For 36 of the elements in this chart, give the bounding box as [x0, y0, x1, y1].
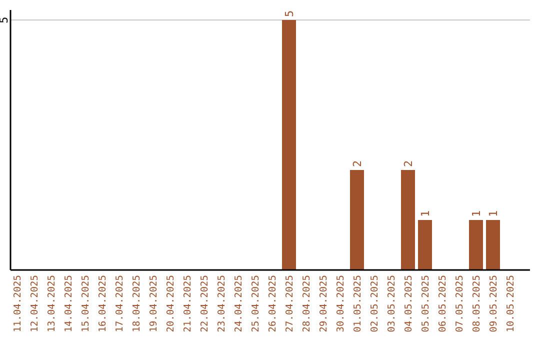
x-tick-label: 19.04.2025 — [148, 275, 160, 332]
x-tick-label: 12.04.2025 — [30, 275, 40, 332]
x-tick-label: 05.05.2025 — [420, 275, 432, 332]
data-label: 1 — [470, 210, 483, 217]
x-tick-label: 20.04.2025 — [166, 275, 176, 332]
data-label: 1 — [487, 210, 500, 217]
x-tick-label: 30.04.2025 — [336, 275, 346, 332]
x-tick-label: 02.05.2025 — [370, 275, 380, 332]
x-tick-label: 17.04.2025 — [114, 275, 126, 332]
x-tick-label: 28.04.2025 — [302, 275, 312, 332]
x-tick-label: 15.04.2025 — [80, 275, 92, 332]
x-tick-label: 22.04.2025 — [200, 275, 210, 332]
data-label: 1 — [419, 210, 432, 217]
x-tick-label: 01.05.2025 — [352, 275, 364, 332]
x-tick-label: 29.04.2025 — [318, 275, 330, 332]
x-tick-label: 25.04.2025 — [250, 275, 262, 332]
x-tick-label: 03.05.2025 — [386, 275, 398, 332]
x-tick-label: 10.05.2025 — [506, 275, 516, 332]
x-tick-label: 23.04.2025 — [216, 275, 228, 332]
x-tick-label: 16.04.2025 — [98, 275, 108, 332]
x-tick-label: 08.05.2025 — [472, 275, 482, 332]
x-tick-label: 04.05.2025 — [404, 275, 414, 332]
x-tick-label: 18.04.2025 — [132, 275, 142, 332]
data-label: 2 — [351, 160, 364, 167]
x-tick-label: 13.04.2025 — [46, 275, 58, 332]
x-tick-label: 24.04.2025 — [234, 275, 244, 332]
x-tick-label: 27.04.2025 — [284, 275, 296, 332]
x-tick-label: 09.05.2025 — [488, 275, 500, 332]
x-tick-label: 26.04.2025 — [268, 275, 278, 332]
x-tick-label: 07.05.2025 — [454, 275, 466, 332]
data-label: 5 — [283, 10, 296, 17]
x-tick-label: 14.04.2025 — [64, 275, 74, 332]
x-tick-label: 11.04.2025 — [12, 275, 24, 332]
data-label: 2 — [402, 160, 415, 167]
x-tick-label: 21.04.2025 — [182, 275, 194, 332]
x-tick-label: 06.05.2025 — [438, 275, 448, 332]
